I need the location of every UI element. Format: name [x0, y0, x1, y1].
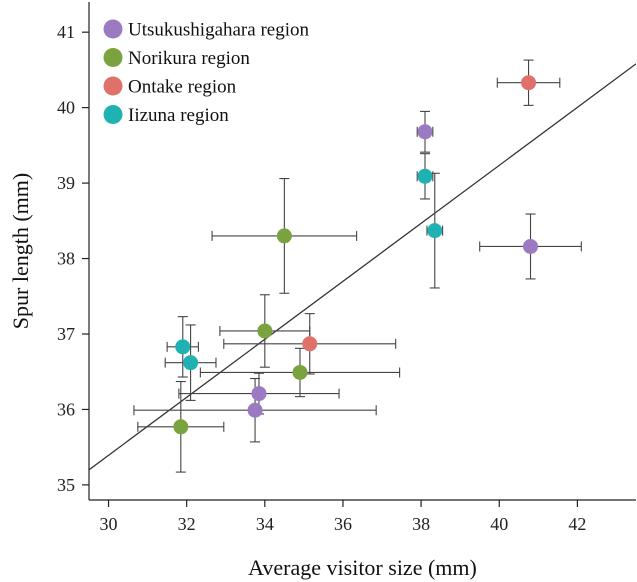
legend-marker-utsukushigahara: [103, 19, 123, 39]
data-point-utsukushigahara: [417, 124, 433, 140]
y-tick-label: 41: [57, 22, 75, 42]
y-tick-label: 36: [57, 399, 75, 419]
x-tick-label: 32: [178, 514, 196, 534]
data-point-norikura: [276, 228, 292, 244]
legend-marker-ontake: [103, 76, 123, 96]
regression-line: [89, 63, 636, 471]
plot-area: [89, 59, 636, 473]
data-point-utsukushigahara: [523, 238, 539, 254]
data-point-norikura: [257, 323, 273, 339]
x-tick-label: 36: [334, 514, 352, 534]
x-tick-label: 42: [568, 514, 586, 534]
legend-label-norikura: Norikura region: [128, 48, 250, 69]
data-point-utsukushigahara: [247, 402, 263, 418]
data-point-norikura: [292, 364, 308, 380]
legend-label-utsukushigahara: Utsukushigahara region: [128, 20, 309, 41]
data-point-utsukushigahara: [251, 386, 267, 402]
legend: Utsukushigahara region Norikura region Ont…: [103, 19, 309, 126]
legend-marker-norikura: [103, 48, 123, 67]
legend-marker-iizuna: [103, 105, 123, 124]
markers: [173, 75, 539, 435]
data-point-iizuna: [175, 339, 191, 355]
y-tick-label: 38: [57, 249, 75, 269]
data-point-iizuna: [183, 355, 199, 371]
y-tick-label: 40: [57, 98, 75, 118]
x-axis-title: Average visitor size (mm): [248, 555, 477, 580]
data-point-iizuna: [427, 223, 443, 239]
axes: 30 32 34 36 38 40 42 35 36 37 38 39 40 41 Average visi…: [8, 2, 636, 580]
y-tick-label: 37: [57, 324, 75, 344]
y-tick-label: 39: [57, 173, 75, 193]
x-tick-label: 38: [412, 514, 430, 534]
x-tick-label: 34: [256, 514, 274, 534]
data-point-ontake: [521, 75, 537, 91]
x-tick-label: 40: [490, 514, 508, 534]
legend-label-ontake: Ontake region: [128, 77, 237, 98]
x-tick-label: 30: [100, 514, 118, 534]
data-point-iizuna: [417, 168, 433, 184]
data-point-ontake: [302, 336, 318, 352]
data-point-norikura: [173, 419, 189, 435]
y-tick-label: 35: [57, 475, 75, 495]
y-axis-title: Spur length (mm): [8, 173, 33, 329]
legend-label-iizuna: Iizuna region: [128, 105, 229, 126]
